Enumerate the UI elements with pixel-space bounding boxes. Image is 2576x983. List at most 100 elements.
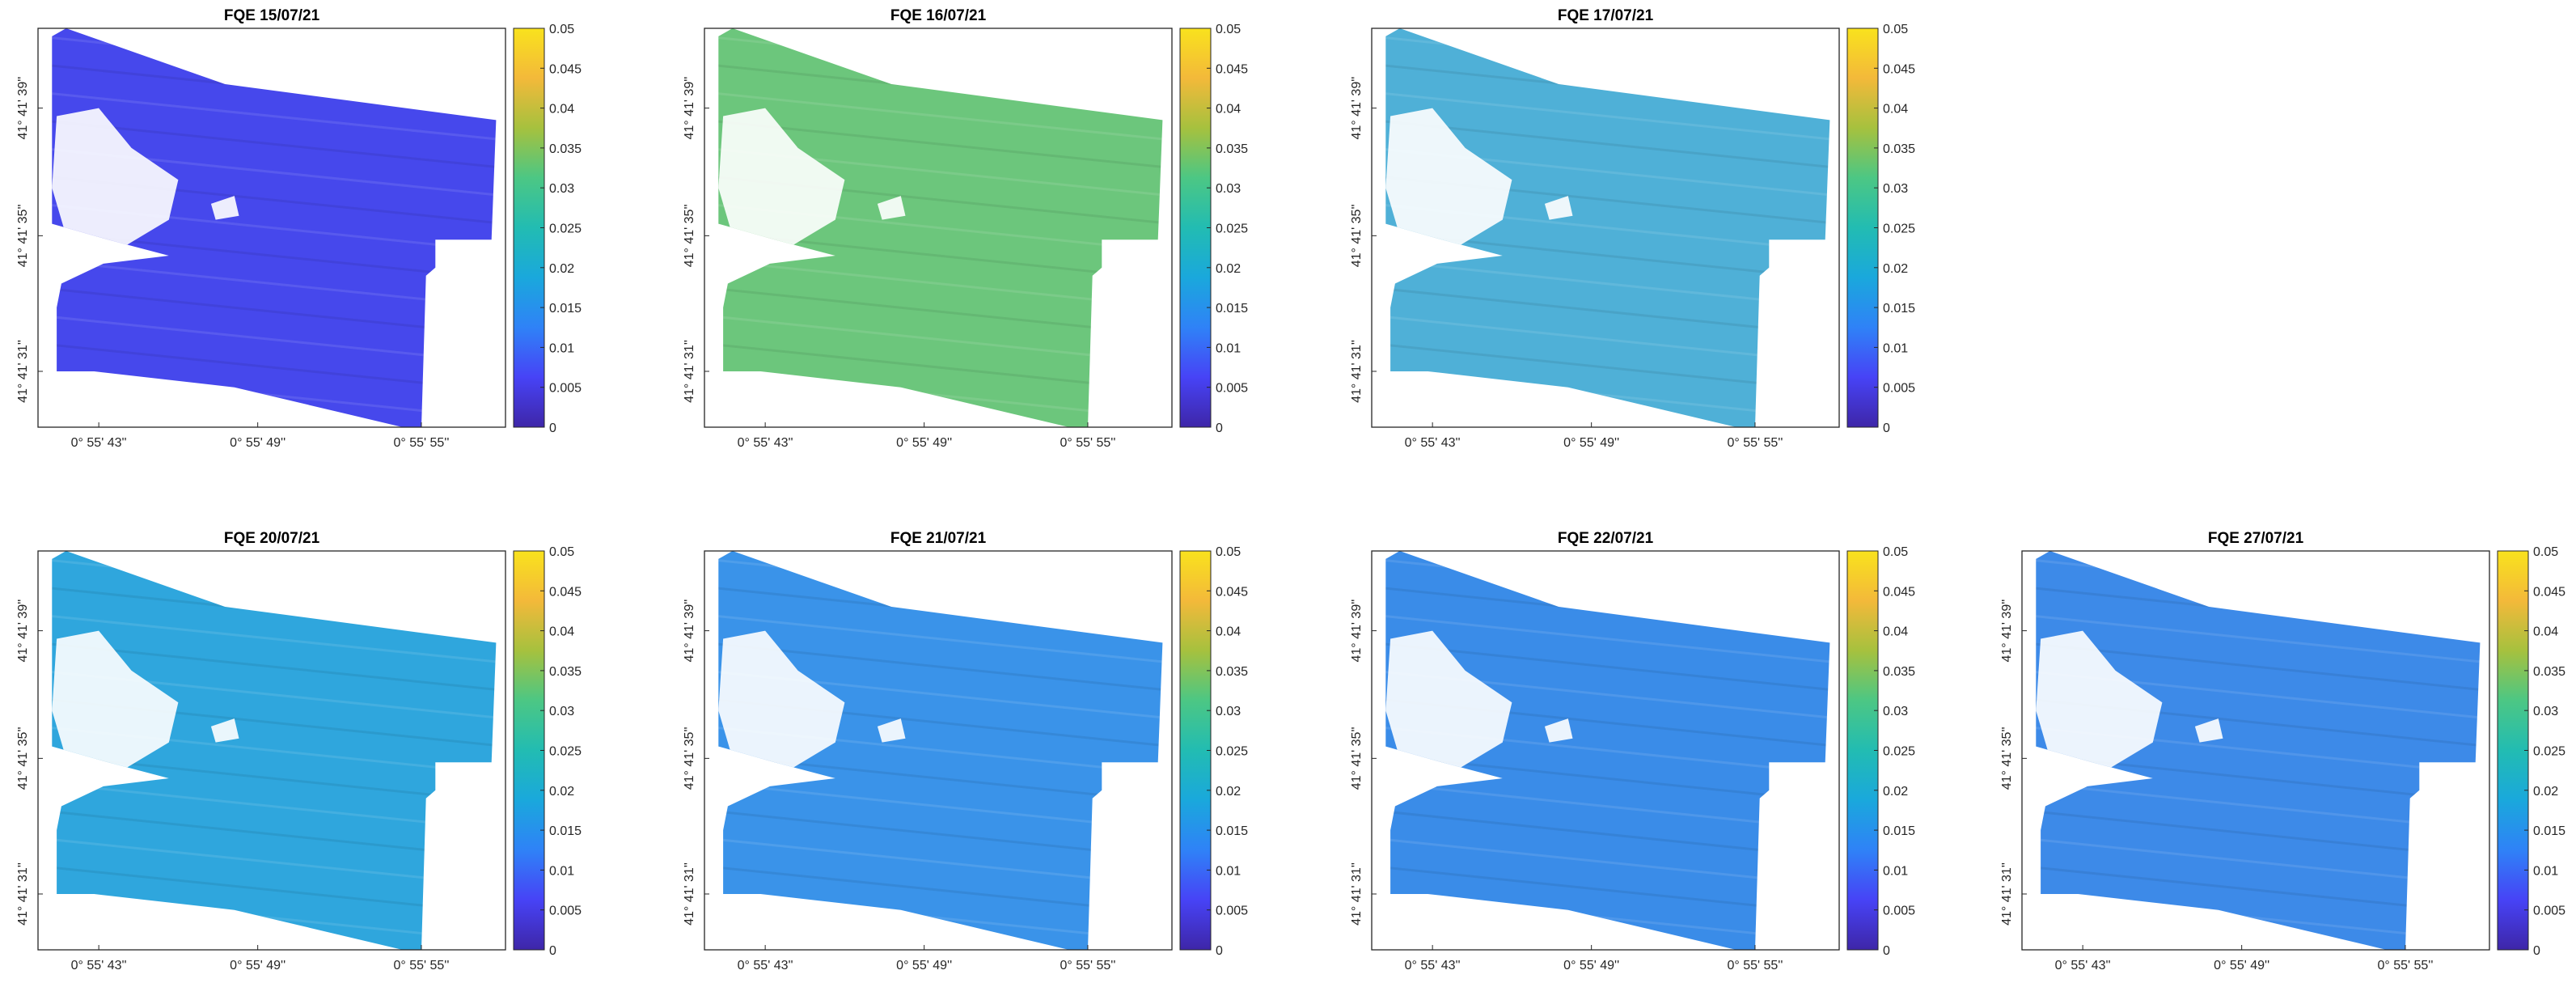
colorbar-tick-label: 0.035: [1883, 665, 1915, 679]
colorbar-tick-label: 0.03: [549, 182, 574, 196]
colorbar-tick-label: 0.02: [2533, 785, 2558, 799]
chart-fqe_22_07_21: FQE 22/07/21 0° 55' 43'' 0° 55' 49'' 0° 55'…: [1350, 530, 1915, 972]
colorbar: [1179, 28, 1212, 428]
x-tick-label: 0° 55' 55'': [1060, 959, 1115, 972]
colorbar-tick-label: 0: [1216, 944, 1223, 958]
colorbar-tick-label: 0.035: [1883, 142, 1915, 156]
colorbar-tick-label: 0: [1216, 422, 1223, 435]
colorbar: [1179, 550, 1212, 951]
x-tick-label: 0° 55' 49'': [1563, 959, 1619, 972]
masked-area: [1544, 196, 1573, 220]
colorbar: [513, 28, 545, 428]
colorbar: [2497, 550, 2529, 951]
colorbar-tick-label: 0.01: [1216, 341, 1241, 355]
y-tick-label: 41° 41' 31'': [1350, 862, 1364, 926]
field-stripe: [718, 118, 1163, 170]
field-stripe: [1385, 613, 1830, 664]
x-tick-label: 0° 55' 49'': [230, 436, 286, 450]
colorbar-tick-label: 0.01: [1216, 864, 1241, 878]
x-tick-label: 0° 55' 55'': [1727, 959, 1783, 972]
y-tick-label: 41° 41' 39'': [683, 600, 696, 663]
field-stripe: [718, 641, 1163, 693]
colorbar-tick-label: 0.005: [1883, 905, 1915, 918]
colorbar-tick-label: 0.015: [549, 824, 582, 838]
colorbar-tick-label: 0.02: [1216, 262, 1241, 276]
plot-frame: [704, 550, 1173, 951]
colorbar-tick-label: 0.005: [1216, 382, 1248, 396]
y-tick-label: 41° 41' 31'': [683, 340, 696, 403]
y-tick-label: 41° 41' 35'': [2000, 727, 2014, 790]
chart-title: FQE 17/07/21: [1558, 7, 1654, 24]
field-stripe: [52, 613, 497, 664]
colorbar-tick-label: 0.015: [1883, 302, 1915, 316]
colorbar-tick-label: 0.04: [1883, 103, 1908, 117]
field-stripe: [718, 613, 1163, 664]
colorbar-tick-label: 0.04: [1216, 103, 1241, 117]
x-tick-label: 0° 55' 43'': [71, 959, 127, 972]
colorbar-tick-label: 0.015: [1883, 824, 1915, 838]
colorbar-tick-label: 0.015: [1216, 302, 1248, 316]
plot-frame: [704, 28, 1173, 428]
colorbar-tick-label: 0.03: [1216, 705, 1241, 718]
colorbar-tick-label: 0.03: [1216, 182, 1241, 196]
colorbar-tick-label: 0.025: [1883, 745, 1915, 759]
masked-area: [210, 718, 239, 743]
colorbar-tick-label: 0.025: [1216, 745, 1248, 759]
colorbar-tick-label: 0.025: [549, 745, 582, 759]
colorbar-tick-label: 0.035: [1216, 665, 1248, 679]
masked-area: [210, 196, 239, 220]
colorbar-tick-label: 0.035: [549, 142, 582, 156]
y-tick-label: 41° 41' 39'': [683, 77, 696, 140]
masked-area: [52, 108, 179, 248]
colorbar-tick-label: 0.03: [2533, 705, 2558, 718]
chart-fqe_27_07_21: FQE 27/07/21 0° 55' 43'' 0° 55' 49'' 0° 55'…: [2000, 530, 2565, 972]
field-area: [52, 551, 497, 950]
chart-fqe_17_07_21: FQE 17/07/21 0° 55' 43'' 0° 55' 49'' 0° 55'…: [1350, 7, 1915, 450]
colorbar-tick-label: 0.025: [2533, 745, 2565, 759]
x-tick-label: 0° 55' 55'': [1060, 436, 1115, 450]
colorbar-tick-label: 0: [2533, 944, 2540, 958]
colorbar-tick-label: 0.045: [1216, 585, 1248, 599]
colorbar-tick-label: 0.02: [549, 785, 574, 799]
y-tick-label: 41° 41' 39'': [1350, 600, 1364, 663]
field-stripe: [2036, 613, 2481, 664]
x-tick-label: 0° 55' 55'': [393, 959, 449, 972]
y-tick-label: 41° 41' 31'': [683, 862, 696, 926]
colorbar-tick-label: 0: [1883, 422, 1890, 435]
x-tick-label: 0° 55' 49'': [1563, 436, 1619, 450]
x-tick-label: 0° 55' 43'': [738, 959, 793, 972]
y-tick-label: 41° 41' 39'': [1350, 77, 1364, 140]
colorbar-tick-label: 0.045: [549, 585, 582, 599]
colorbar-tick-label: 0.03: [1883, 705, 1908, 718]
colorbar-tick-label: 0.04: [1883, 625, 1908, 639]
colorbar-tick-label: 0.01: [2533, 864, 2558, 878]
colorbar: [513, 550, 545, 951]
colorbar-tick-label: 0.045: [2533, 585, 2565, 599]
field-area: [52, 28, 497, 427]
plot-frame: [1371, 28, 1840, 428]
y-tick-label: 41° 41' 35'': [16, 727, 30, 790]
field-area: [718, 551, 1163, 950]
x-tick-label: 0° 55' 43'': [71, 436, 127, 450]
chart-fqe_21_07_21: FQE 21/07/21 0° 55' 43'' 0° 55' 49'' 0° 55'…: [683, 530, 1248, 972]
colorbar-tick-label: 0.025: [1883, 222, 1915, 236]
x-tick-label: 0° 55' 43'': [1405, 959, 1461, 972]
colorbar-tick-label: 0.04: [1216, 625, 1241, 639]
colorbar-tick-label: 0: [549, 944, 556, 958]
colorbar-tick-label: 0.015: [549, 302, 582, 316]
chart-fqe_16_07_21: FQE 16/07/21 0° 55' 43'' 0° 55' 49'' 0° 55'…: [683, 7, 1248, 450]
field-stripe: [1385, 91, 1830, 142]
chart-title: FQE 16/07/21: [890, 7, 987, 24]
chart-title: FQE 21/07/21: [890, 530, 987, 547]
chart-title: FQE 27/07/21: [2208, 530, 2304, 547]
colorbar-tick-label: 0.05: [549, 545, 574, 559]
colorbar: [1846, 28, 1879, 428]
field-area: [2036, 551, 2481, 950]
x-tick-label: 0° 55' 43'': [1405, 436, 1461, 450]
y-tick-label: 41° 41' 35'': [16, 204, 30, 267]
y-tick-label: 41° 41' 35'': [683, 204, 696, 267]
colorbar-tick-label: 0.04: [2533, 625, 2558, 639]
colorbar-tick-label: 0.01: [549, 864, 574, 878]
